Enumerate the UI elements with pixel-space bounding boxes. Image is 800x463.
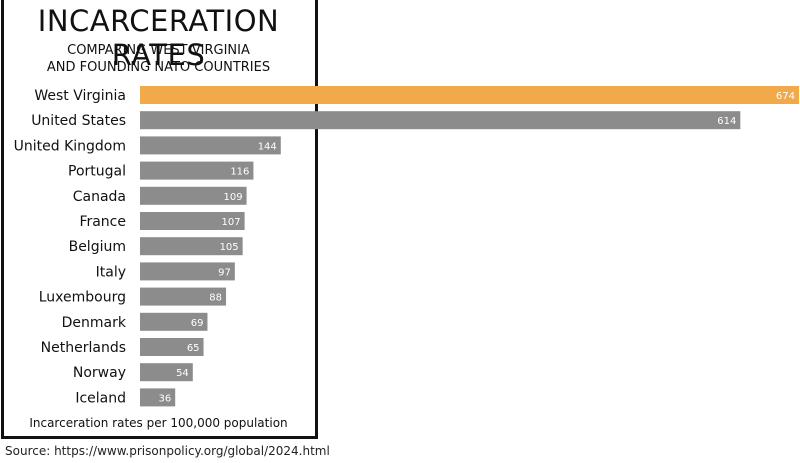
bar-canada xyxy=(140,186,247,205)
value-label-denmark: 69 xyxy=(191,318,204,329)
value-label-united-states: 614 xyxy=(717,116,736,127)
category-label-netherlands: Netherlands xyxy=(41,340,126,356)
value-label-united-kingdom: 144 xyxy=(258,141,277,152)
chart-subtitle: COMPARING WEST VIRGINIA AND FOUNDING NAT… xyxy=(0,42,317,76)
bar-norway xyxy=(140,363,193,382)
bar-luxembourg xyxy=(140,287,227,306)
source-note: Source: https://www.prisonpolicy.org/glo… xyxy=(5,444,330,458)
value-label-west-virginia: 674 xyxy=(776,91,795,102)
subtitle-line-1: COMPARING WEST VIRGINIA xyxy=(67,43,250,58)
bar-denmark xyxy=(140,312,208,331)
value-label-italy: 97 xyxy=(218,267,231,278)
bar-italy xyxy=(140,262,235,281)
bar-netherlands xyxy=(140,338,204,356)
value-label-luxembourg: 88 xyxy=(209,293,222,304)
bar-belgium xyxy=(140,237,243,256)
value-label-canada: 109 xyxy=(223,192,242,203)
bar-iceland xyxy=(140,388,176,407)
category-label-luxembourg: Luxembourg xyxy=(39,290,126,306)
category-label-norway: Norway xyxy=(73,365,126,381)
chart-title: INCARCERATION RATES xyxy=(37,4,280,72)
category-label-canada: Canada xyxy=(73,189,126,205)
value-label-france: 107 xyxy=(222,217,241,228)
category-label-united-kingdom: United Kingdom xyxy=(14,138,126,154)
bar-west-virginia xyxy=(140,86,799,104)
value-label-iceland: 36 xyxy=(158,393,171,404)
category-label-iceland: Iceland xyxy=(75,390,126,406)
category-label-denmark: Denmark xyxy=(62,315,127,331)
subtitle-line-2: AND FOUNDING NATO COUNTRIES xyxy=(46,60,271,75)
value-label-norway: 54 xyxy=(176,368,189,379)
category-label-france: France xyxy=(79,214,126,230)
bar-portugal xyxy=(140,161,254,180)
bar-france xyxy=(140,212,245,230)
value-label-netherlands: 65 xyxy=(187,343,200,354)
bar-united-kingdom xyxy=(140,136,281,155)
category-label-west-virginia: West Virginia xyxy=(34,88,126,104)
category-label-united-states: United States xyxy=(31,113,126,129)
category-label-belgium: Belgium xyxy=(69,239,126,255)
bar-united-states xyxy=(140,111,741,130)
value-label-belgium: 105 xyxy=(220,242,239,253)
value-label-portugal: 116 xyxy=(230,167,249,178)
category-label-portugal: Portugal xyxy=(68,164,126,180)
chart-footnote: Incarceration rates per 100,000 populati… xyxy=(29,416,288,430)
category-label-italy: Italy xyxy=(96,264,126,280)
